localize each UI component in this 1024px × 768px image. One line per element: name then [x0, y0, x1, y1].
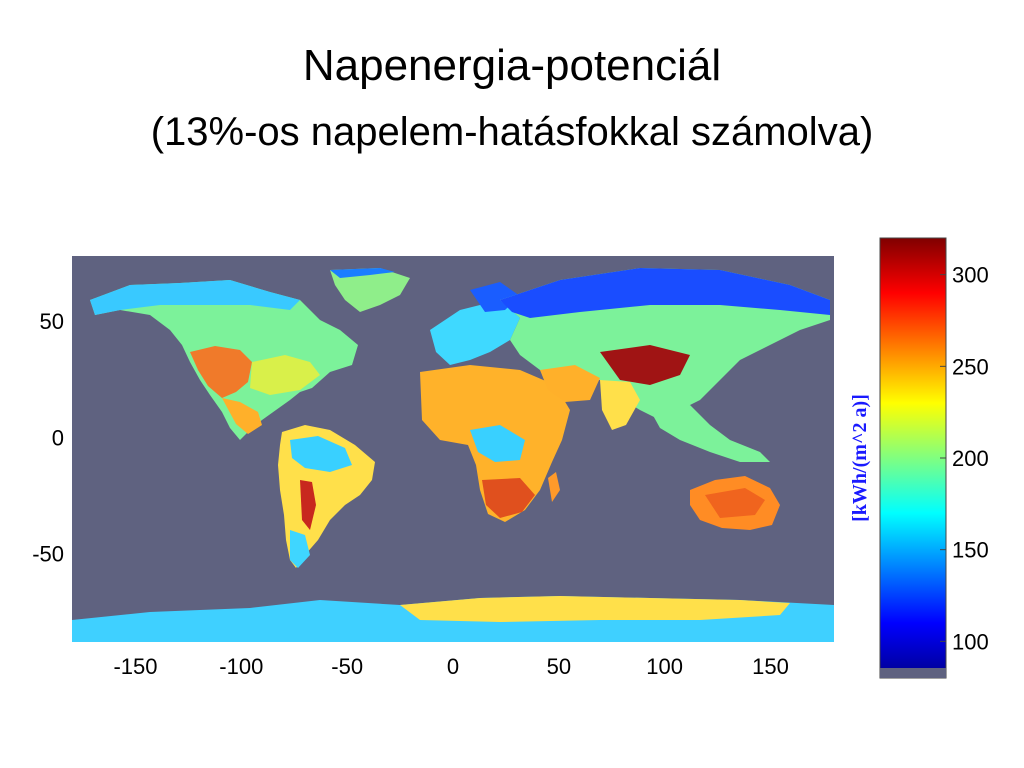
colorbar-tick-label: 250	[952, 354, 989, 379]
colorbar-ticks: 300 250 200 150 100	[940, 263, 989, 654]
x-tick-label: 150	[752, 654, 789, 679]
mexico-zone	[222, 398, 262, 434]
x-axis: -150 -100 -50 0 50 100 150	[113, 654, 788, 679]
amazon-blue-zone	[290, 436, 352, 472]
x-tick-label: 50	[547, 654, 571, 679]
x-tick-label: -50	[331, 654, 363, 679]
y-tick-label: 50	[40, 309, 64, 334]
greenland-land	[330, 268, 410, 312]
colorbar-tick-label: 100	[952, 629, 989, 654]
y-tick-label: -50	[32, 542, 64, 567]
colorbar-tick-label: 150	[952, 538, 989, 563]
colorbar-tick-label: 300	[952, 263, 989, 288]
patagonia-zone	[290, 530, 310, 568]
land-layer	[72, 268, 834, 642]
slide-title: Napenergia-potenciál	[302, 41, 722, 90]
x-tick-label: -150	[113, 654, 157, 679]
southeast-asia-land	[650, 405, 770, 462]
southern-africa-hot-zone	[482, 478, 535, 518]
central-africa-zone	[470, 425, 525, 462]
eastern-us-zone	[250, 355, 320, 395]
x-tick-label: -100	[219, 654, 263, 679]
middle-east-zone	[540, 365, 600, 402]
x-tick-label: 100	[646, 654, 683, 679]
greenland-edge	[330, 268, 395, 278]
antarctica-plateau-zone	[400, 596, 790, 622]
colorbar	[879, 237, 947, 679]
southwest-us-hot-zone	[190, 346, 252, 398]
y-tick-label: 0	[52, 425, 64, 450]
colorbar-tick-label: 200	[952, 446, 989, 471]
x-tick-label: 0	[447, 654, 459, 679]
europe-land	[430, 300, 520, 365]
north-america-northern-band	[90, 280, 300, 315]
colorbar-bottom-cap	[880, 668, 946, 678]
y-axis: 50 0 -50	[32, 309, 64, 567]
slide-subtitle: (13%-os napelem-hatásfokkal számolva)	[150, 110, 874, 154]
australia-core-zone	[705, 488, 765, 518]
madagascar-land	[548, 472, 560, 502]
tibet-hot-zone	[600, 345, 690, 385]
siberia-blue-zone	[500, 268, 830, 318]
colorbar-unit-label: [kWh/(m^2 a)]	[849, 394, 871, 522]
india-land	[600, 380, 640, 430]
andes-hot-zone	[300, 480, 316, 530]
